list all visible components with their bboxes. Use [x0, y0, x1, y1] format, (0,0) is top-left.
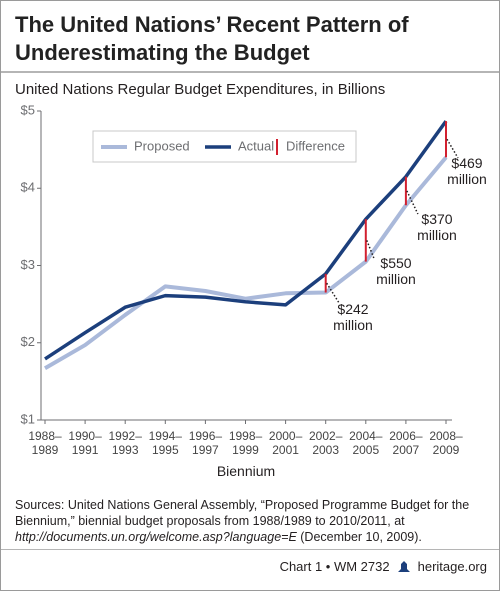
site: heritage.org	[417, 559, 487, 574]
x-tick-label: 1994–1995	[148, 429, 182, 457]
x-tick-label: 1996–1997	[188, 429, 223, 457]
chart-subtitle: United Nations Regular Budget Expenditur…	[15, 81, 386, 98]
sources-text: United Nations General Assembly, “Propos…	[15, 498, 470, 528]
x-axis-title: Biennium	[216, 463, 276, 479]
rule	[1, 549, 499, 550]
x-tick-label: 2002–2003	[309, 429, 343, 457]
x-tick-label: 1992–1993	[108, 429, 142, 457]
y-tick-label: $1	[21, 411, 35, 426]
x-tick-label: 1998–1999	[228, 429, 263, 457]
difference-label: $242 million	[333, 301, 373, 333]
sources: Sources: United Nations General Assembly…	[15, 497, 485, 545]
x-tick-label: 1988–1989	[28, 429, 62, 457]
y-tick-label: $4	[21, 180, 35, 195]
x-tick-label: 1990–1991	[68, 429, 102, 457]
x-tick-label: 2000–2001	[268, 429, 303, 457]
legend-label: Actual	[238, 138, 274, 153]
x-tick-label: 2008–2009	[429, 429, 463, 457]
difference-label: $469 million	[447, 155, 487, 187]
difference-label: $370 million	[417, 211, 457, 243]
footer: Chart 1 • WM 2732 heritage.org	[280, 559, 487, 574]
leader-line	[446, 138, 459, 159]
x-tick-label: 2004–2005	[349, 429, 383, 457]
chart-title: The United Nations’ Recent Pattern of Un…	[15, 12, 409, 65]
sources-date: (December 10, 2009).	[300, 530, 422, 544]
bell-icon	[397, 560, 410, 572]
legend-label: Proposed	[134, 138, 190, 153]
legend-label: Difference	[286, 138, 345, 153]
sources-label: Sources:	[15, 498, 65, 512]
y-tick-label: $3	[21, 257, 35, 272]
sources-url: http://documents.un.org/welcome.asp?lang…	[15, 530, 297, 544]
rule	[1, 71, 499, 73]
series-line	[44, 120, 448, 361]
difference-label: $550 million	[376, 255, 416, 287]
y-tick-label: $2	[21, 334, 35, 349]
leader-line	[326, 282, 341, 305]
y-tick-label: $5	[21, 102, 35, 117]
chart-id: Chart 1 • WM 2732	[279, 559, 390, 574]
leader-line	[406, 190, 419, 215]
x-tick-label: 2006–2007	[389, 429, 423, 457]
series-line	[43, 156, 448, 370]
